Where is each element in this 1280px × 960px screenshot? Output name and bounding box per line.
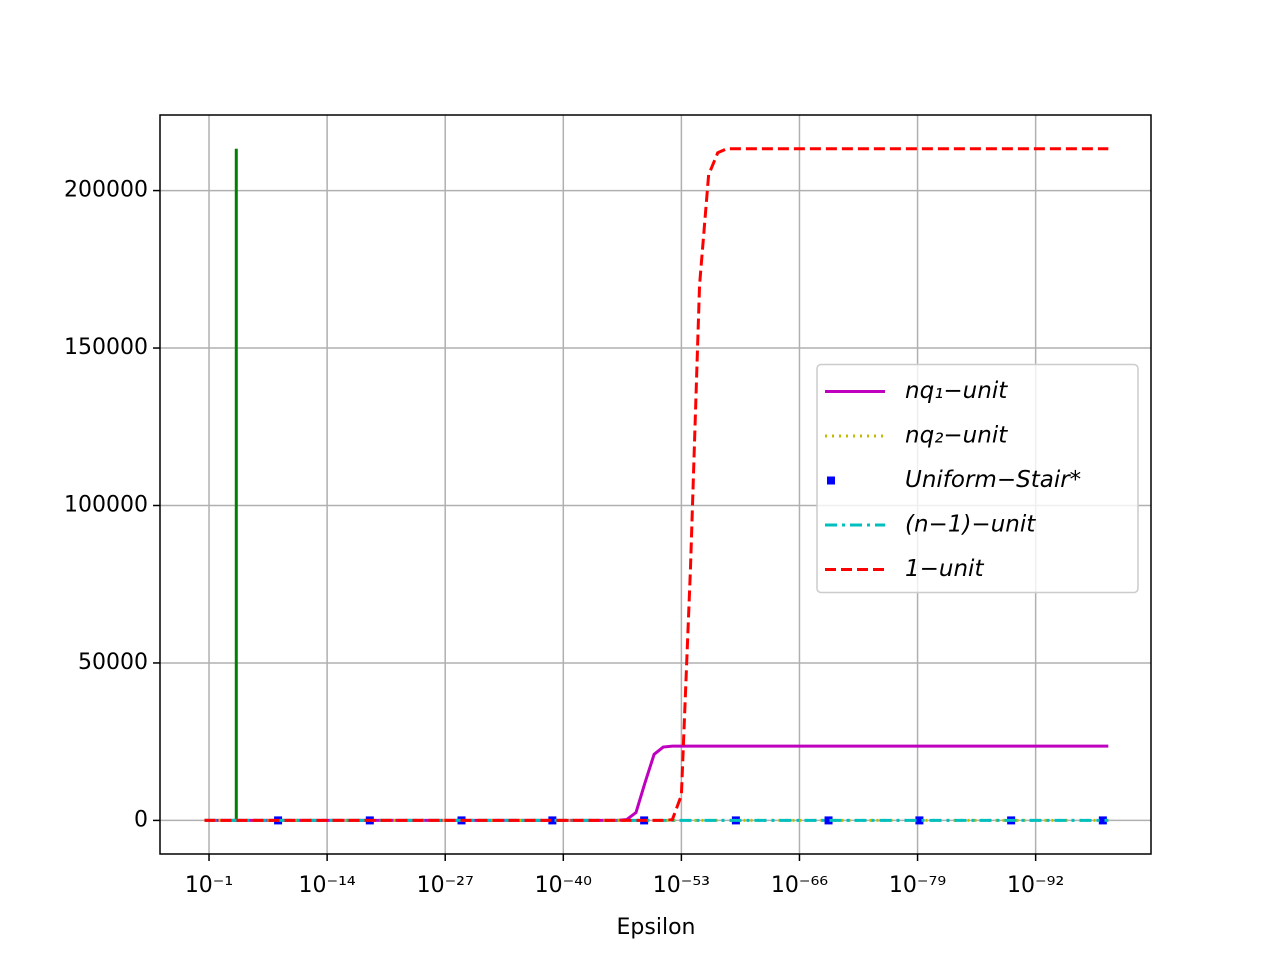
x-tick-label: 10⁻¹ [185,873,233,898]
legend-label: nq₁−unit [905,378,1008,404]
legend-label: Uniform−Stair* [905,467,1081,493]
y-tick-label: 200000 [64,178,148,203]
legend-marker [827,476,835,485]
x-tick-label: 10⁻⁶⁶ [771,873,828,898]
marker [548,816,557,825]
legend-label: 1−unit [905,556,984,582]
x-tick-label: 10⁻⁴⁰ [535,873,592,898]
plot-frame [159,114,1152,855]
x-tick-label: 10⁻¹⁴ [298,873,355,898]
marker [1098,816,1107,825]
y-tick-label: 0 [134,807,148,832]
marker [824,816,833,825]
x-tick-label: 10⁻⁹² [1007,873,1064,898]
marker [915,816,924,825]
y-tick-label: 150000 [64,335,148,360]
x-axis-label: Epsilon [617,915,696,940]
series-line [204,147,1109,822]
legend-label: (n−1)−unit [905,512,1036,538]
legend-label: nq₂−unit [905,423,1008,449]
legend-box [816,363,1139,594]
x-tick-label: 10⁻⁷⁹ [889,873,946,898]
x-tick-label: 10⁻²⁷ [417,873,474,898]
y-tick-label: 100000 [64,492,148,517]
y-tick-label: 50000 [78,650,148,675]
x-tick-label: 10⁻⁵³ [653,873,710,898]
